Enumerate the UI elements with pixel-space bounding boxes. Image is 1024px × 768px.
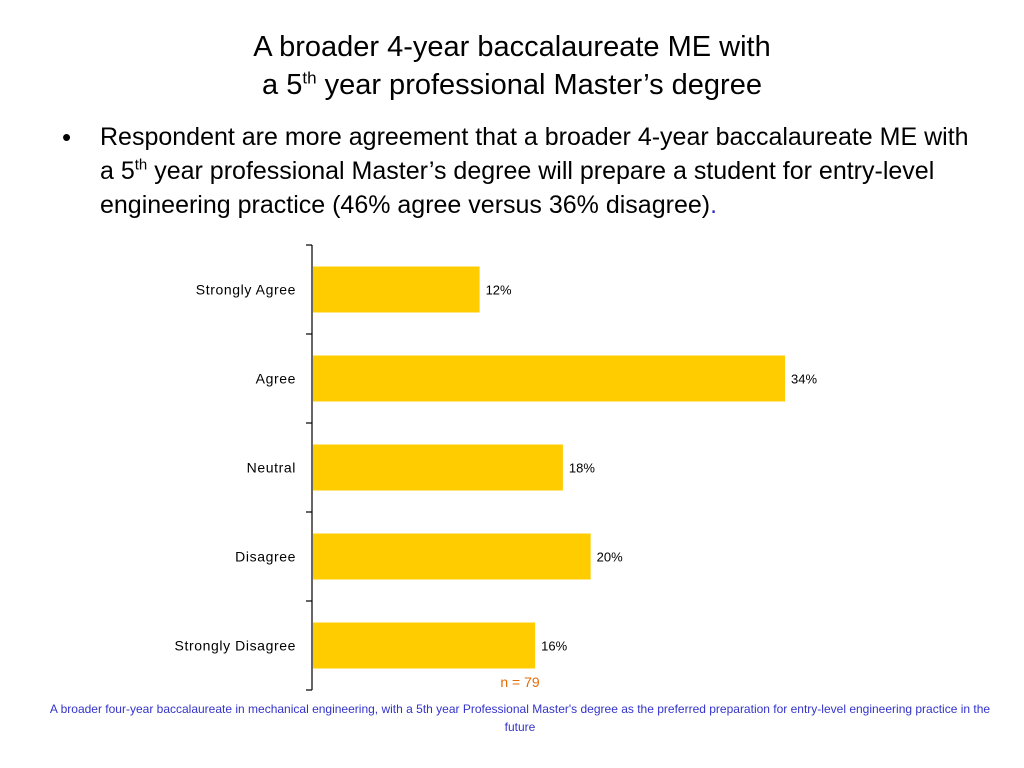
bullet-text-post: year professional Master’s degree will p… [100, 157, 935, 219]
title-line-2-pre: a 5 [262, 69, 303, 101]
title-line-2: a 5th year professional Master’s degree [0, 66, 1024, 104]
bullet-text-pre: Respondent are more agreement that a bro… [100, 123, 969, 185]
data-label: 34% [791, 372, 817, 387]
category-label: Strongly Disagree [175, 638, 296, 654]
bullet-text: Respondent are more agreement that a bro… [100, 120, 980, 222]
category-label: Disagree [235, 549, 296, 565]
data-label: 20% [597, 550, 623, 565]
title-line-2-post: year professional Master’s degree [316, 69, 762, 101]
bar [313, 266, 480, 313]
data-label: 18% [569, 461, 595, 476]
chart-caption: A broader four-year baccalaureate in mec… [49, 702, 991, 734]
bar [313, 622, 536, 669]
bar [313, 355, 785, 402]
data-label: 16% [541, 639, 567, 654]
category-label: Agree [256, 371, 296, 387]
bullet-text-period: . [710, 191, 718, 219]
bullet-text-sup: th [134, 156, 148, 174]
bullet-marker: • [62, 122, 72, 152]
bar [313, 533, 591, 580]
bar-chart: Strongly Agree 12% Agree 34% Neutral 18% Disag… [175, 244, 817, 691]
bar [313, 444, 563, 491]
slide-title: A broader 4-year baccalaureate ME with a… [0, 28, 1024, 104]
title-line-2-sup: th [302, 68, 317, 88]
title-line-1: A broader 4-year baccalaureate ME with [253, 31, 771, 63]
category-label: Strongly Agree [196, 282, 296, 298]
data-label: 12% [486, 283, 512, 298]
category-label: Neutral [247, 460, 296, 476]
sample-size-label: n = 79 [500, 674, 540, 690]
